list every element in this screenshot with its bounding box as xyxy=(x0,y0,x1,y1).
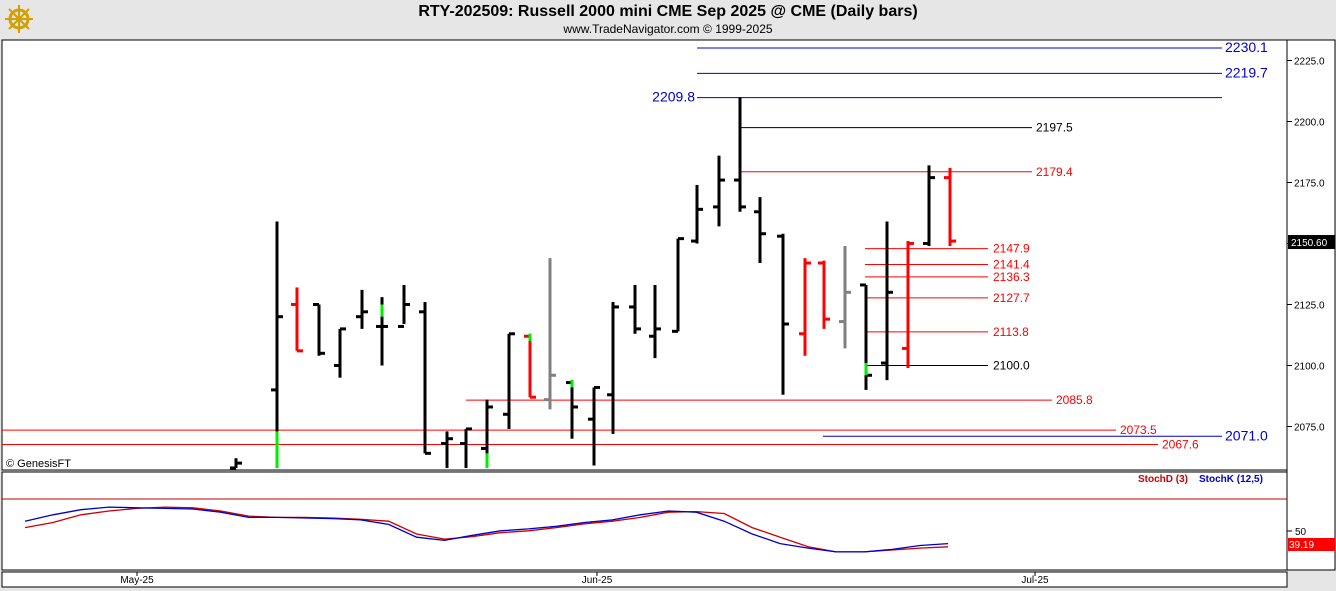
ohlc-bar xyxy=(672,237,684,333)
ohlc-bar xyxy=(334,327,346,378)
ohlc-bar xyxy=(881,221,893,381)
ohlc-bar xyxy=(839,245,851,349)
last-price-label: 2150.60 xyxy=(1291,238,1328,249)
level-label-2141.4: 2141.4 xyxy=(993,257,1030,271)
level-label-2085.8: 2085.8 xyxy=(1056,393,1093,407)
ohlc-bar xyxy=(713,155,725,227)
ohlc-bar xyxy=(818,260,830,329)
ohlc-bar xyxy=(271,221,283,468)
ohlc-bar xyxy=(230,458,242,470)
x-tick-label: Jul-25 xyxy=(1021,575,1049,586)
x-tick-label: Jun-25 xyxy=(582,575,613,586)
last-price-badge xyxy=(1288,235,1335,250)
ohlc-bar xyxy=(629,284,641,334)
chart-subtitle: www.TradeNavigator.com © 1999-2025 xyxy=(563,22,773,36)
y-axis-panel xyxy=(1286,39,1336,571)
ohlc-bar xyxy=(460,427,472,468)
osc-y-tick-label: 50 xyxy=(1295,527,1307,538)
ohlc-bar xyxy=(799,258,811,356)
y-tick-label: 2225.0 xyxy=(1294,57,1325,68)
ohlc-bar xyxy=(441,431,453,468)
ohlc-bar xyxy=(734,97,746,212)
y-tick-label: 2125.0 xyxy=(1294,301,1325,312)
ohlc-bar xyxy=(902,241,914,368)
level-label-2147.9: 2147.9 xyxy=(993,242,1030,256)
ohlc-bar xyxy=(923,165,935,246)
ohlc-bar xyxy=(503,332,515,429)
oscillator-panel xyxy=(1,471,1288,571)
ohlc-bar xyxy=(356,289,368,329)
level-label-2197.5: 2197.5 xyxy=(1036,121,1073,135)
level-label-2230.1: 2230.1 xyxy=(1225,39,1268,55)
level-label-2219.7: 2219.7 xyxy=(1225,64,1268,80)
watermark: © GenesisFT xyxy=(6,458,71,470)
osc-series-stochd xyxy=(24,506,949,553)
ohlc-bar xyxy=(419,302,431,455)
level-label-2113.8: 2113.8 xyxy=(993,325,1029,339)
level-label-2136.3: 2136.3 xyxy=(993,270,1030,284)
ohlc-bar xyxy=(291,287,303,353)
ohlc-bar xyxy=(754,197,766,264)
level-label-2179.4: 2179.4 xyxy=(1036,165,1073,179)
y-tick-label: 2175.0 xyxy=(1294,179,1325,190)
x-axis-panel xyxy=(1,571,1288,588)
price-panel xyxy=(1,39,1288,471)
ohlc-bar xyxy=(649,284,661,359)
ship-wheel-logo-icon xyxy=(5,5,33,33)
legend-stochd: StochD (3) xyxy=(1138,474,1188,485)
chart-title: RTY-202509: Russell 2000 mini CME Sep 20… xyxy=(418,3,918,20)
ohlc-bar xyxy=(398,284,410,328)
chart-header: RTY-202509: Russell 2000 mini CME Sep 20… xyxy=(0,0,1336,40)
ohlc-bar xyxy=(607,302,619,434)
level-label-2100.0: 2100.0 xyxy=(993,359,1030,373)
level-label-2209.8: 2209.8 xyxy=(652,89,695,105)
legend-stochk: StochK (12,5) xyxy=(1199,474,1263,485)
osc-last-badge xyxy=(1288,538,1335,551)
ohlc-bar xyxy=(313,303,325,356)
ohlc-bar xyxy=(944,167,956,246)
level-label-2071.0: 2071.0 xyxy=(1225,427,1268,443)
ohlc-bar xyxy=(691,184,703,244)
y-tick-label: 2200.0 xyxy=(1294,118,1325,129)
ohlc-bar xyxy=(544,258,556,410)
osc-last-label: 39.19 xyxy=(1289,540,1314,551)
y-tick-label: 2075.0 xyxy=(1294,423,1325,434)
x-tick-label: May-25 xyxy=(120,575,154,586)
level-label-2127.7: 2127.7 xyxy=(993,291,1030,305)
level-label-2073.5: 2073.5 xyxy=(1120,423,1157,437)
y-tick-label: 2100.0 xyxy=(1294,362,1325,373)
ohlc-bar xyxy=(777,233,789,395)
ohlc-bar xyxy=(588,385,600,466)
level-label-2067.6: 2067.6 xyxy=(1162,438,1199,452)
osc-series-stochk xyxy=(24,506,949,553)
